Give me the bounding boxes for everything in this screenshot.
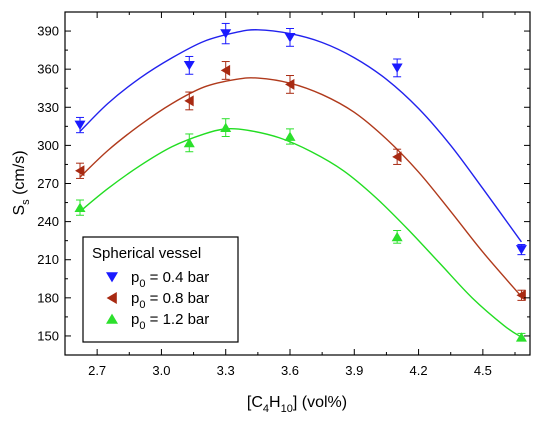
data-point-series-1 <box>392 151 402 163</box>
legend-label-sub: 0 <box>139 320 145 332</box>
data-point-series-1 <box>516 289 526 301</box>
y-axis-title-tail: (cm/s) <box>11 150 28 199</box>
data-point-series-2 <box>183 137 195 148</box>
data-point-series-0 <box>515 245 527 255</box>
y-tick-label: 330 <box>37 100 59 115</box>
data-point-series-1 <box>220 64 231 76</box>
axis-ticks: 2.7 3.0 3.3 3.6 3.9 4.2 4.5 150 180 210 240 270 300 3… <box>37 12 530 378</box>
y-tick-label: 390 <box>37 24 59 39</box>
x-tick-label: 2.7 <box>88 363 106 378</box>
legend-label-main: p <box>131 290 139 307</box>
x-tick-label: 3.0 <box>152 363 170 378</box>
x-axis-title-sub1: 4 <box>263 403 269 415</box>
y-tick-label: 210 <box>37 252 59 267</box>
x-tick-label: 3.6 <box>281 363 299 378</box>
x-tick-label: 4.2 <box>410 363 428 378</box>
legend-box <box>82 236 239 343</box>
data-point-series-0 <box>183 60 195 71</box>
legend-marker-0 <box>106 272 118 283</box>
data-point-series-0 <box>220 29 232 39</box>
data-point-series-1 <box>75 165 85 177</box>
x-tick-label: 3.9 <box>345 363 363 378</box>
legend-label-tail: = 0.8 bar <box>145 290 209 307</box>
data-point-series-2 <box>220 122 232 133</box>
legend-marker-2 <box>106 313 118 324</box>
data-point-series-0 <box>284 33 296 43</box>
y-tick-label: 270 <box>37 176 59 191</box>
y-tick-label: 240 <box>37 214 59 229</box>
legend-label-0: p0 = 0.4 bar <box>131 269 209 290</box>
y-tick-label: 150 <box>37 328 59 343</box>
data-point-series-2 <box>74 202 86 213</box>
data-points <box>74 29 527 342</box>
y-axis-title-main: S <box>11 205 28 216</box>
data-point-series-1 <box>285 78 295 90</box>
legend-label-2: p0 = 1.2 bar <box>131 311 209 332</box>
legend-label-sub: 0 <box>139 278 145 290</box>
x-axis-title: [C4H10] (vol%) <box>247 394 347 415</box>
y-axis-title: Ss (cm/s) <box>11 150 32 215</box>
x-axis-title-tail: ] (vol%) <box>293 394 347 411</box>
y-axis-title-sub: s <box>20 199 32 205</box>
legend-label-sub: 0 <box>139 299 145 311</box>
data-point-series-2 <box>515 332 527 342</box>
x-axis-title-mid: H <box>269 394 281 411</box>
data-point-series-1 <box>184 95 194 107</box>
legend-label-1: p0 = 0.8 bar <box>131 290 209 311</box>
legend-marker-1 <box>106 292 117 304</box>
data-point-series-0 <box>391 63 403 73</box>
x-axis-title-sub2: 10 <box>281 403 293 415</box>
x-tick-label: 3.3 <box>217 363 235 378</box>
y-tick-label: 300 <box>37 138 59 153</box>
data-point-series-0 <box>74 120 86 131</box>
fit-curve-series-2 <box>79 127 522 338</box>
legend-label-tail: = 0.4 bar <box>145 269 209 286</box>
x-axis-title-main: [C <box>247 394 263 411</box>
y-tick-label: 360 <box>37 62 59 77</box>
data-point-series-2 <box>284 131 296 141</box>
fit-curve-series-0 <box>79 29 522 243</box>
legend-title: Spherical vessel <box>92 245 201 262</box>
legend-label-tail: = 1.2 bar <box>145 311 209 328</box>
legend-label-main: p <box>131 311 139 328</box>
data-point-series-2 <box>391 231 403 242</box>
legend-label-main: p <box>131 269 139 286</box>
y-tick-label: 180 <box>37 290 59 305</box>
x-tick-label: 4.5 <box>474 363 492 378</box>
